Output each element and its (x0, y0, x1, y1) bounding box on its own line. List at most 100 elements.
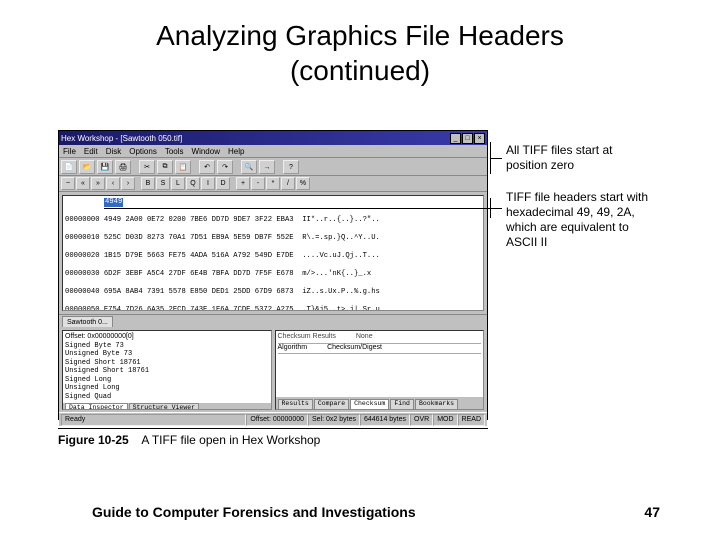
status-offset: Offset: 00000000 (246, 414, 308, 426)
status-size: 644614 bytes (360, 414, 410, 426)
op-btn[interactable]: L (171, 177, 185, 190)
tool-open-icon[interactable]: 📂 (79, 160, 95, 174)
tool-save-icon[interactable]: 💾 (97, 160, 113, 174)
results-cols: Algorithm Checksum/Digest (278, 344, 482, 355)
tab-checksum[interactable]: Checksum (350, 399, 389, 409)
menu-help[interactable]: Help (228, 147, 244, 156)
page-number: 47 (644, 504, 660, 520)
callout-text: All TIFF files start at (506, 143, 612, 157)
hex-workshop-window: Hex Workshop - [Sawtooth 050.tif] _ □ × … (58, 130, 488, 420)
callout-text: which are equivalent to (506, 220, 629, 234)
hex-dump-pane[interactable]: 4949 00000000 4949 2A00 0E72 0200 7BE6 D… (62, 195, 484, 311)
op-btn[interactable]: / (281, 177, 295, 190)
op-btn[interactable]: * (266, 177, 280, 190)
status-ready: Ready (61, 414, 246, 426)
results-none: None (356, 333, 373, 342)
minimize-button[interactable]: _ (450, 133, 461, 144)
tab-bookmarks[interactable]: Bookmarks (415, 399, 458, 409)
tool-find-icon[interactable]: 🔍 (241, 160, 257, 174)
tab-data-inspector[interactable]: Data Inspector (65, 403, 128, 410)
tab-structure-viewer[interactable]: Structure Viewer (129, 403, 199, 410)
menu-options[interactable]: Options (129, 147, 157, 156)
menu-tools[interactable]: Tools (165, 147, 184, 156)
op-btn[interactable]: « (76, 177, 90, 190)
op-btn[interactable]: - (251, 177, 265, 190)
title-line-1: Analyzing Graphics File Headers (156, 20, 564, 51)
figure-area: Hex Workshop - [Sawtooth 050.tif] _ □ × … (58, 130, 658, 460)
hex-selection: 4949 (104, 198, 123, 207)
callout-connector (490, 208, 502, 209)
figure-caption-text: A TIFF file open in Hex Workshop (141, 433, 320, 447)
status-ovr: OVR (410, 414, 433, 426)
tool-cut-icon[interactable]: ✂ (139, 160, 155, 174)
insp-row: Unsigned Byte 73 (65, 350, 269, 359)
slide-footer: Guide to Computer Forensics and Investig… (0, 504, 720, 520)
tool-redo-icon[interactable]: ↷ (217, 160, 233, 174)
menu-file[interactable]: File (63, 147, 76, 156)
hex-row: 00000000 4949 2A00 0E72 0200 7BE6 DD7D 9… (65, 216, 481, 225)
callout-pointer-line (104, 208, 490, 209)
status-mod: MOD (433, 414, 457, 426)
results-pane: Checksum Results None Algorithm Checksum… (275, 330, 485, 410)
slide-title: Analyzing Graphics File Headers (continu… (0, 0, 720, 88)
status-read: READ (458, 414, 485, 426)
op-btn[interactable]: » (91, 177, 105, 190)
callout-connector (490, 158, 502, 159)
insp-row: Signed Byte 73 (65, 342, 269, 351)
main-toolbar: 📄 📂 💾 🖨 ✂ ⧉ 📋 ↶ ↷ 🔍 → ? (59, 158, 487, 176)
op-btn[interactable]: + (236, 177, 250, 190)
op-btn[interactable]: S (156, 177, 170, 190)
op-btn[interactable]: Q (186, 177, 200, 190)
inspector-tabs: Data Inspector Structure Viewer (63, 403, 271, 410)
results-body (278, 354, 482, 395)
hex-row: 00000050 E754 7D26 6A35 2ECD 743E 1E6A 7… (65, 306, 481, 311)
callout-2: TIFF file headers start with hexadecimal… (506, 190, 648, 250)
tab-find[interactable]: Find (390, 399, 414, 409)
tool-new-icon[interactable]: 📄 (61, 160, 77, 174)
tool-print-icon[interactable]: 🖨 (115, 160, 131, 174)
hex-row: 00000020 1B15 D79E 5663 FE75 4ADA 516A A… (65, 252, 481, 261)
op-btn[interactable]: ‹ (106, 177, 120, 190)
tool-copy-icon[interactable]: ⧉ (157, 160, 173, 174)
results-title: Checksum Results (278, 333, 336, 342)
close-button[interactable]: × (474, 133, 485, 144)
op-btn[interactable]: I (201, 177, 215, 190)
col-digest: Checksum/Digest (327, 344, 382, 353)
insp-row: Signed Long (65, 376, 269, 385)
tab-compare[interactable]: Compare (314, 399, 349, 409)
op-btn[interactable]: B (141, 177, 155, 190)
callout-text: TIFF file headers start with (506, 190, 648, 204)
insp-row: Signed Short 18761 (65, 359, 269, 368)
insp-row: Signed Quad (65, 393, 269, 402)
op-btn[interactable]: % (296, 177, 310, 190)
tool-help-icon[interactable]: ? (283, 160, 299, 174)
doc-tab[interactable]: Sawtooth 0... (62, 316, 113, 327)
inspector-header: Offset: 0x00000000[0] (65, 333, 269, 342)
tool-undo-icon[interactable]: ↶ (199, 160, 215, 174)
callout-text: position zero (506, 158, 574, 172)
menu-edit[interactable]: Edit (84, 147, 98, 156)
figure-caption: Figure 10-25 A TIFF file open in Hex Wor… (58, 428, 488, 447)
data-inspector-pane: Offset: 0x00000000[0] Signed Byte 73 Uns… (62, 330, 272, 410)
col-algorithm: Algorithm (278, 344, 308, 353)
titlebar: Hex Workshop - [Sawtooth 050.tif] _ □ × (59, 131, 487, 145)
menu-window[interactable]: Window (192, 147, 220, 156)
ops-toolbar: ~ « » ‹ › B S L Q I D + - * / % (59, 176, 487, 192)
lower-panes: Offset: 0x00000000[0] Signed Byte 73 Uns… (59, 328, 487, 412)
menubar: File Edit Disk Options Tools Window Help (59, 145, 487, 158)
maximize-button[interactable]: □ (462, 133, 473, 144)
op-btn[interactable]: ~ (61, 177, 75, 190)
callout-text: ASCII II (506, 235, 547, 249)
insp-row: Unsigned Short 18761 (65, 367, 269, 376)
status-sel: Sel: 0x2 bytes (308, 414, 360, 426)
tab-results[interactable]: Results (278, 399, 313, 409)
hex-row: 00000040 695A 8AB4 7391 5578 E850 DED1 2… (65, 288, 481, 297)
callout-1: All TIFF files start at position zero (506, 143, 612, 173)
op-btn[interactable]: D (216, 177, 230, 190)
document-tabs: Sawtooth 0... (59, 314, 487, 328)
op-btn[interactable]: › (121, 177, 135, 190)
tool-paste-icon[interactable]: 📋 (175, 160, 191, 174)
tool-goto-icon[interactable]: → (259, 160, 275, 174)
inspector-rows: Signed Byte 73 Unsigned Byte 73 Signed S… (65, 342, 269, 402)
menu-disk[interactable]: Disk (106, 147, 122, 156)
